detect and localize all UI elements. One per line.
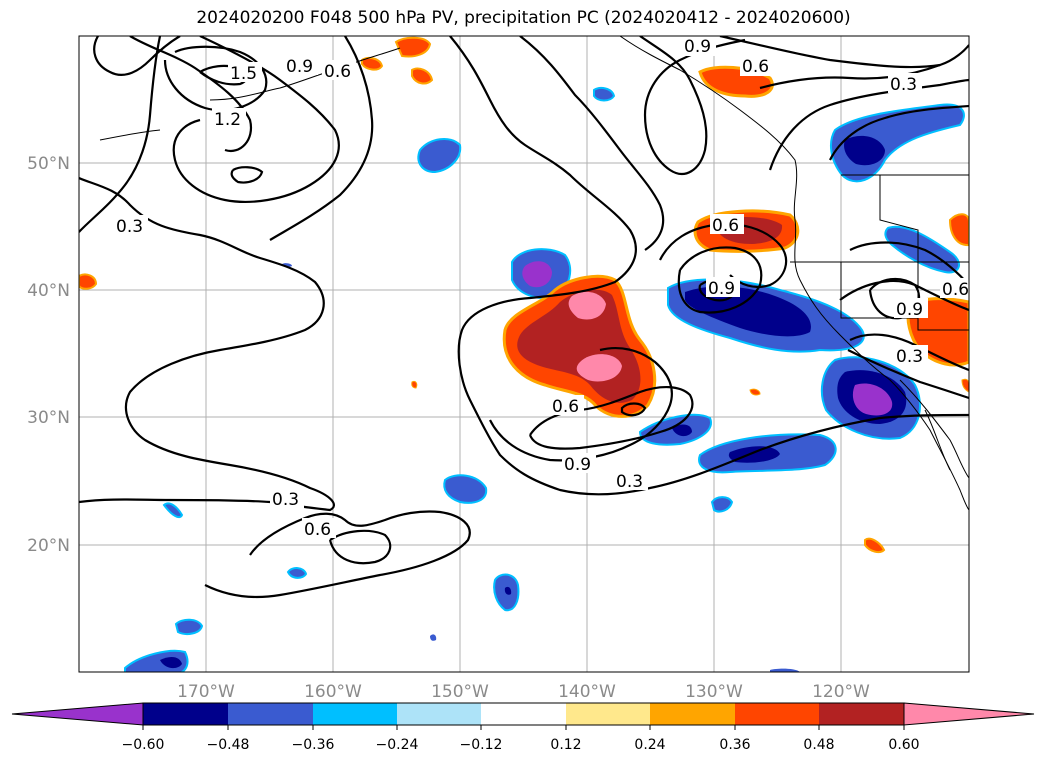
precip-negative-regions <box>124 87 965 672</box>
lon-label: 170°W <box>177 682 235 702</box>
contour-labels: 1.5 1.2 0.9 0.6 0.3 0.6 0.9 0.3 0.6 0.9 … <box>114 36 969 540</box>
colorbar-segment <box>397 703 481 725</box>
lat-label: 40°N <box>27 281 70 301</box>
contour-label: 0.6 <box>742 57 769 77</box>
colorbar-segment <box>481 703 566 725</box>
map-frame <box>78 35 970 673</box>
contour-label: 1.2 <box>214 110 241 130</box>
lon-label: 120°W <box>812 682 870 702</box>
colorbar-segment <box>650 703 735 725</box>
colorbar-segment <box>228 703 313 725</box>
contour-label: 0.9 <box>564 455 591 475</box>
contour-label: 0.3 <box>616 472 643 492</box>
colorbar-tick: −0.12 <box>460 737 503 753</box>
colorbar-segment <box>566 703 650 725</box>
contour-label: 0.6 <box>552 397 579 417</box>
contour-label: 0.6 <box>942 280 969 300</box>
contour-label: 0.3 <box>116 217 143 237</box>
contour-label: 0.9 <box>286 57 313 77</box>
gridlines <box>79 36 969 672</box>
colorbar-tick: −0.36 <box>292 737 335 753</box>
colorbar-tick: −0.48 <box>207 737 250 753</box>
lon-label: 130°W <box>685 682 743 702</box>
contour-label: 0.6 <box>712 216 739 236</box>
colorbar-tick: 0.36 <box>719 737 750 753</box>
colorbar-tick: 0.24 <box>634 737 665 753</box>
contour-label: 0.9 <box>896 300 923 320</box>
colorbar-extend-left <box>11 702 144 726</box>
colorbar-segment <box>313 703 397 725</box>
lat-label: 30°N <box>27 408 70 428</box>
lon-label: 150°W <box>431 682 489 702</box>
contour-label: 0.3 <box>272 490 299 510</box>
precip-positive-regions <box>79 36 969 554</box>
colorbar-segment <box>819 703 904 725</box>
colorbar-tick: 0.60 <box>888 737 919 753</box>
map-title: 2024020200 F048 500 hPa PV, precipitatio… <box>196 8 851 28</box>
lon-label: 140°W <box>558 682 616 702</box>
coastlines <box>99 36 969 511</box>
colorbar-tick: −0.24 <box>376 737 419 753</box>
longitude-labels: 170°W 160°W 150°W 140°W 130°W 120°W <box>177 682 870 702</box>
colorbar-segment <box>735 703 819 725</box>
contour-label: 0.6 <box>304 520 331 540</box>
lat-label: 20°N <box>27 536 70 556</box>
colorbar-tick: −0.60 <box>122 737 165 753</box>
contour-label: 0.9 <box>708 279 735 299</box>
contour-label: 0.6 <box>324 62 351 82</box>
colorbar-segment <box>143 703 228 725</box>
colorbar-tick: 0.48 <box>803 737 834 753</box>
contour-label: 0.9 <box>684 37 711 57</box>
colorbar-tick: 0.12 <box>550 737 581 753</box>
colorbar: −0.60 −0.48 −0.36 −0.24 −0.12 0.12 0.24 … <box>11 702 1035 753</box>
contour-label: 0.3 <box>890 75 917 95</box>
lon-label: 160°W <box>304 682 362 702</box>
colorbar-extend-right <box>903 702 1035 726</box>
latitude-labels: 50°N 40°N 30°N 20°N <box>27 154 70 556</box>
contour-label: 1.5 <box>230 64 257 84</box>
lat-label: 50°N <box>27 154 70 174</box>
contour-label: 0.3 <box>896 347 923 367</box>
